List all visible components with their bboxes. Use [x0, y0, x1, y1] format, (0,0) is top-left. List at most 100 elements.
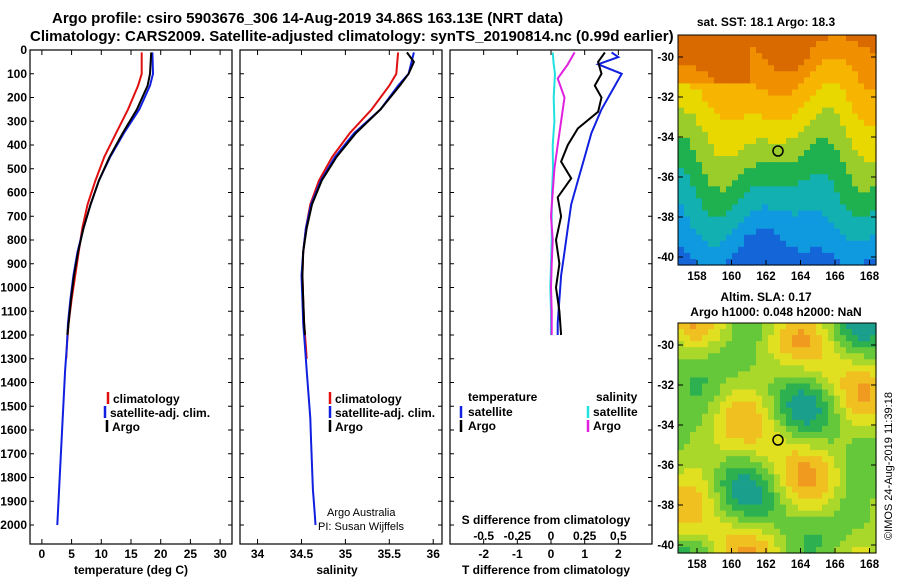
- map-cell: [780, 162, 787, 169]
- map-cell: [690, 335, 697, 342]
- map-cell: [852, 419, 859, 427]
- map-cell: [816, 113, 823, 121]
- map-cell: [852, 413, 859, 421]
- map-cell: [870, 377, 877, 385]
- map-cell: [774, 444, 781, 451]
- map-cell: [870, 198, 877, 206]
- map-cell: [756, 180, 763, 187]
- map-cell: [846, 119, 853, 127]
- map-cell: [786, 131, 793, 139]
- map-cell: [744, 137, 751, 145]
- map-cell: [780, 186, 787, 193]
- map-cell: [852, 71, 859, 78]
- map-cell: [852, 228, 859, 236]
- map-cell: [732, 510, 739, 518]
- map-cell: [864, 119, 871, 127]
- map-cell: [762, 59, 769, 66]
- map-cell: [858, 413, 865, 421]
- map-cell: [846, 365, 853, 373]
- legend-label-sal-argo: Argo: [593, 419, 621, 433]
- map-cell: [720, 347, 727, 354]
- map-cell: [798, 228, 805, 236]
- map-cell: [852, 425, 859, 433]
- map-cell: [774, 468, 781, 475]
- map-cell: [780, 131, 787, 139]
- map-cell: [792, 258, 799, 266]
- map-cell: [714, 107, 721, 115]
- map-cell: [840, 143, 847, 151]
- map-cell: [870, 341, 877, 348]
- map-lon-label: 168: [860, 271, 880, 283]
- map-cell: [852, 335, 859, 342]
- map-cell: [852, 137, 859, 145]
- map-cell: [726, 186, 733, 193]
- map-cell: [852, 341, 859, 348]
- map-cell: [822, 204, 829, 212]
- map-cell: [708, 252, 715, 260]
- map-cell: [786, 186, 793, 193]
- map-cell: [846, 401, 853, 409]
- map-cell: [792, 65, 799, 72]
- map-cell: [678, 480, 685, 488]
- map-cell: [744, 168, 751, 175]
- map-cell: [852, 407, 859, 415]
- map-cell: [714, 216, 721, 224]
- map-cell: [744, 246, 751, 254]
- map-cell: [762, 77, 769, 85]
- map-cell: [786, 168, 793, 175]
- map-cell: [696, 71, 703, 78]
- map-cell: [852, 474, 859, 481]
- map-cell: [744, 222, 751, 230]
- map-cell: [798, 347, 805, 354]
- map-cell: [690, 113, 697, 121]
- map-cell: [774, 101, 781, 109]
- map-cell: [846, 528, 853, 536]
- map-cell: [816, 323, 823, 330]
- map-cell: [780, 450, 787, 457]
- map-cell: [750, 107, 757, 115]
- map-cell: [822, 522, 829, 530]
- map-cell: [732, 486, 739, 494]
- map-cell: [720, 89, 727, 97]
- map-cell: [804, 204, 811, 212]
- map-cell: [738, 462, 745, 469]
- map-cell: [828, 450, 835, 457]
- map-cell: [846, 480, 853, 488]
- map-cell: [840, 407, 847, 415]
- map-cell: [684, 143, 691, 151]
- map-cell: [690, 101, 697, 109]
- map-cell: [762, 131, 769, 139]
- map-cell: [804, 234, 811, 242]
- map-cell: [744, 252, 751, 260]
- map-cell: [840, 498, 847, 506]
- map-cell: [864, 389, 871, 397]
- map-cell: [732, 240, 739, 248]
- map-cell: [762, 222, 769, 230]
- map-cell: [780, 329, 787, 336]
- map-cell: [858, 113, 865, 121]
- map-cell: [750, 246, 757, 254]
- map-cell: [720, 119, 727, 127]
- map-cell: [690, 540, 697, 548]
- map-cell: [846, 522, 853, 530]
- map-cell: [690, 516, 697, 524]
- map-cell: [690, 474, 697, 481]
- map-cell: [696, 534, 703, 542]
- map-cell: [708, 407, 715, 415]
- map-cell: [786, 204, 793, 212]
- map-cell: [720, 168, 727, 175]
- map-cell: [780, 59, 787, 66]
- map-cell: [780, 216, 787, 224]
- map-cell: [870, 210, 877, 218]
- map-cell: [726, 425, 733, 433]
- map-cell: [870, 480, 877, 488]
- map-cell: [840, 504, 847, 512]
- map-cell: [864, 168, 871, 175]
- map-cell: [858, 83, 865, 91]
- map-cell: [768, 540, 775, 548]
- map-cell: [780, 119, 787, 127]
- imos-credit: ©IMOS 24-Aug-2019 11:39:18: [883, 392, 895, 540]
- map-cell: [726, 71, 733, 78]
- map-cell: [768, 438, 775, 445]
- map-cell: [864, 329, 871, 336]
